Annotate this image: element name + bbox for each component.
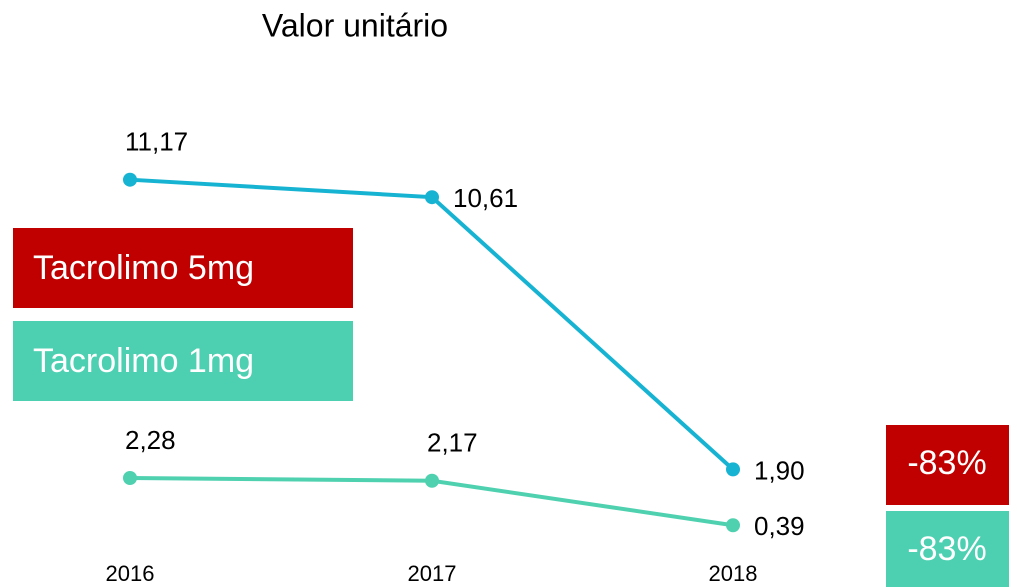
annotation: -83% [907, 444, 986, 482]
point [123, 471, 137, 485]
point [123, 172, 137, 187]
data-label: 2,17 [427, 428, 478, 458]
annotation: -83% [907, 530, 986, 568]
x-tick-label: 2018 [709, 561, 758, 586]
x-tick-label: 2016 [106, 561, 155, 586]
data-label: 11,17 [125, 127, 188, 157]
point [425, 190, 439, 205]
data-label: 1,90 [754, 455, 805, 485]
legend-swatch [13, 321, 353, 401]
chart-title: Valor unitário [262, 7, 448, 43]
point [726, 462, 740, 477]
point [726, 518, 740, 533]
annotation-box [886, 425, 1009, 505]
legend-swatch [13, 228, 353, 308]
x-tick-label: 2017 [408, 561, 457, 586]
point [425, 473, 439, 488]
data-label: 0,39 [754, 511, 805, 541]
legend-label: Tacrolimo 5mg [33, 249, 254, 287]
data-label: 2,28 [125, 425, 176, 455]
legend-label: Tacrolimo 1mg [33, 342, 254, 380]
data-label: 10,61 [453, 183, 518, 213]
annotation-box [886, 511, 1009, 587]
